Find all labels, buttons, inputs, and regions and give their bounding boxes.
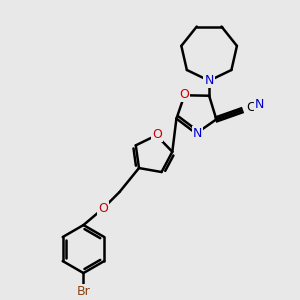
Text: N: N <box>255 98 265 111</box>
Text: O: O <box>98 202 108 215</box>
Text: N: N <box>193 127 202 140</box>
Text: C: C <box>246 101 255 114</box>
Text: O: O <box>179 88 189 101</box>
Text: Br: Br <box>76 284 90 298</box>
Text: N: N <box>205 74 214 87</box>
Text: O: O <box>152 128 162 141</box>
